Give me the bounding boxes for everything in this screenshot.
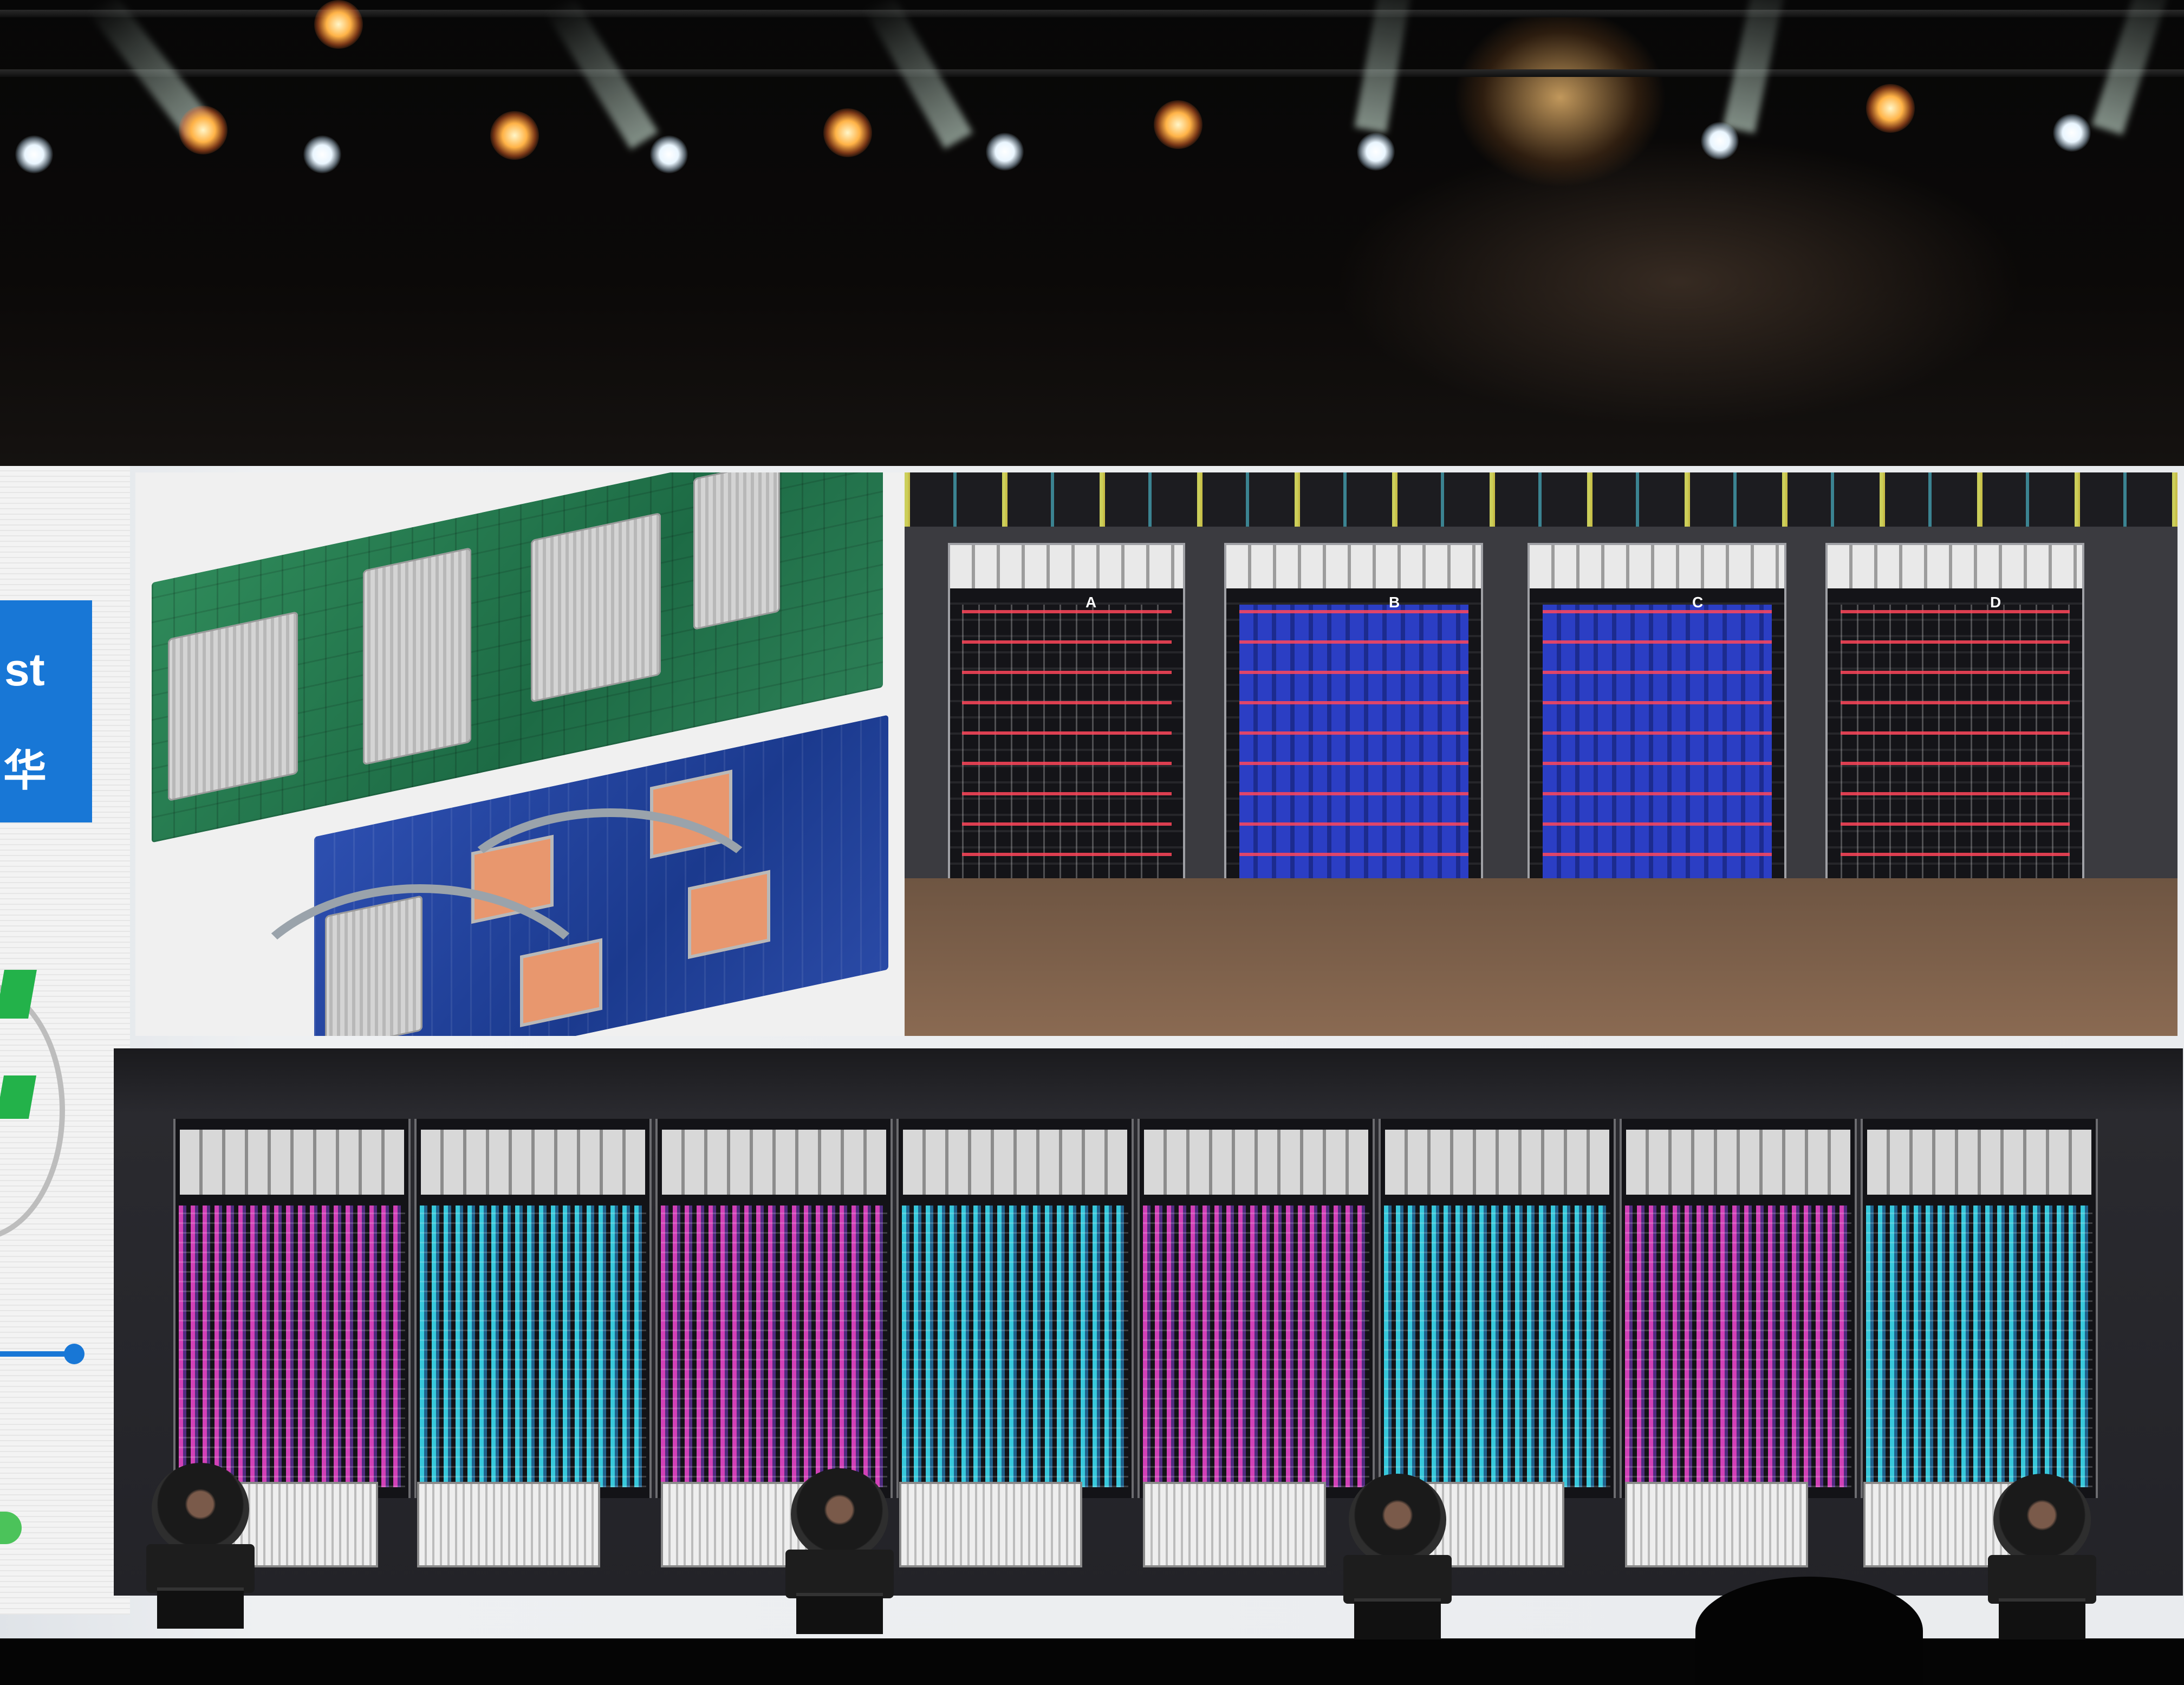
server-rack bbox=[896, 1119, 1134, 1498]
overhead-cable-tray bbox=[905, 472, 2178, 527]
server-rack bbox=[1138, 1119, 1375, 1498]
rack-cabling bbox=[961, 605, 1172, 886]
white-spotlight bbox=[650, 135, 688, 173]
stage-light-yoke bbox=[785, 1550, 894, 1598]
stage-light-base bbox=[1354, 1598, 1441, 1639]
rack-header bbox=[1226, 545, 1481, 588]
heatsink bbox=[693, 472, 780, 630]
slide-title-fragment: st bbox=[4, 644, 45, 695]
rack-base-unit bbox=[1625, 1482, 1808, 1567]
server-rack bbox=[655, 1119, 893, 1498]
light-beam bbox=[1354, 0, 1415, 133]
stage-light-base bbox=[157, 1587, 244, 1629]
rack-label: D bbox=[1990, 594, 2001, 611]
rack-base-unit bbox=[417, 1482, 600, 1567]
heatsink bbox=[168, 611, 298, 802]
server-rack: A bbox=[948, 543, 1185, 916]
white-spotlight bbox=[303, 135, 341, 173]
light-beam bbox=[2091, 0, 2173, 135]
rack-cabling bbox=[1840, 605, 2070, 886]
white-spotlight bbox=[986, 133, 1024, 171]
rack-cabling bbox=[1384, 1206, 1610, 1487]
stage-light bbox=[1343, 1474, 1452, 1639]
heatsink bbox=[363, 547, 471, 766]
stage-light bbox=[1988, 1474, 2096, 1639]
tpu-boards-photo bbox=[135, 472, 905, 1036]
rack-cabling bbox=[902, 1206, 1128, 1487]
slide-title-fragment: 华 bbox=[3, 747, 47, 795]
stage-ceiling bbox=[0, 0, 2184, 466]
rack-header bbox=[1385, 1130, 1609, 1195]
server-rack: C bbox=[1528, 543, 1786, 916]
amber-spotlight bbox=[823, 108, 872, 157]
server-rack bbox=[1620, 1119, 1857, 1498]
white-spotlight bbox=[1701, 122, 1739, 160]
rack-cabling bbox=[420, 1206, 646, 1487]
datacenter-floor bbox=[905, 878, 2178, 1036]
server-rack bbox=[1379, 1119, 1616, 1498]
rack-cabling bbox=[1143, 1206, 1369, 1487]
rack-cabling bbox=[1625, 1206, 1851, 1487]
amber-spotlight bbox=[1866, 84, 1915, 133]
rack-header bbox=[421, 1130, 645, 1195]
rack-header bbox=[1144, 1130, 1368, 1195]
server-rack bbox=[414, 1119, 652, 1498]
stage-light-head bbox=[1993, 1474, 2091, 1566]
rack-cabling bbox=[1239, 605, 1468, 886]
rack-cabling bbox=[661, 1206, 887, 1487]
rack-header bbox=[662, 1130, 886, 1195]
light-beam bbox=[1722, 0, 1789, 134]
coolant-tube bbox=[439, 808, 781, 1021]
rack-header bbox=[1867, 1130, 2091, 1195]
rack-header bbox=[903, 1130, 1127, 1195]
rack-cabling bbox=[179, 1206, 405, 1487]
amber-spotlight bbox=[179, 106, 227, 154]
stage-light-yoke bbox=[1343, 1555, 1452, 1604]
stage-light bbox=[146, 1463, 255, 1629]
rack-header bbox=[1828, 545, 2082, 588]
rack-label: C bbox=[1692, 594, 1704, 611]
stage-light-head bbox=[152, 1463, 249, 1555]
amber-spotlight bbox=[490, 111, 539, 160]
white-spotlight bbox=[2053, 114, 2091, 152]
amber-spotlight bbox=[314, 0, 363, 49]
lighting-truss bbox=[0, 69, 2184, 77]
rack-header bbox=[180, 1130, 404, 1195]
server-rack bbox=[173, 1119, 411, 1498]
large-tpu-pod-photo bbox=[114, 1048, 2183, 1596]
tpu-pod-photo: A B C D bbox=[905, 472, 2178, 1036]
stage-light-base bbox=[1999, 1598, 2085, 1639]
stage-light-head bbox=[791, 1468, 888, 1560]
heatsink bbox=[531, 512, 661, 703]
timeline-bar bbox=[0, 1351, 76, 1357]
server-rack: D bbox=[1825, 543, 2084, 916]
amber-spotlight bbox=[1154, 100, 1202, 149]
stage-light-head bbox=[1349, 1474, 1446, 1566]
rack-base-unit bbox=[899, 1482, 1082, 1567]
rack-header bbox=[1530, 545, 1784, 588]
rack-label: B bbox=[1389, 594, 1400, 611]
audience-silhouette bbox=[1695, 1577, 1923, 1685]
server-rack bbox=[1861, 1119, 2098, 1498]
rack-cabling bbox=[1866, 1206, 2092, 1487]
stage-light-yoke bbox=[1988, 1555, 2096, 1604]
rack-cabling bbox=[1542, 605, 1772, 886]
slide-title-box: st 华 bbox=[0, 600, 92, 822]
stage-light-yoke bbox=[146, 1544, 255, 1593]
server-rack: B bbox=[1224, 543, 1483, 916]
white-spotlight bbox=[15, 135, 53, 173]
stage-light bbox=[785, 1468, 894, 1634]
timeline-dot bbox=[64, 1344, 84, 1364]
rack-header bbox=[1626, 1130, 1850, 1195]
rack-header bbox=[950, 545, 1183, 588]
white-spotlight bbox=[1357, 133, 1395, 171]
stage-light-base bbox=[796, 1593, 883, 1634]
rack-base-unit bbox=[1143, 1482, 1326, 1567]
rack-label: A bbox=[1086, 594, 1097, 611]
